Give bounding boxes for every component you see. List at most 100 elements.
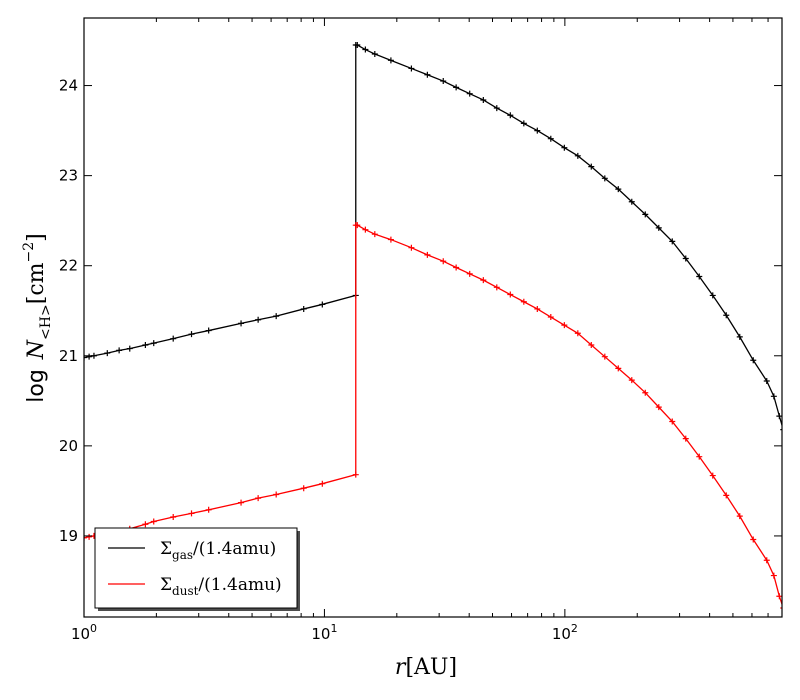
legend-dust-label: Σdust/(1.4amu) <box>160 575 282 598</box>
x-axis-label: r[AU] <box>395 655 457 680</box>
data-point-0-42 <box>682 255 689 262</box>
data-point-1-0 <box>84 534 87 541</box>
y-tick-label-4: 23 <box>59 167 78 185</box>
data-point-0-29 <box>507 112 514 119</box>
data-point-1-31 <box>534 305 541 312</box>
data-point-0-5 <box>126 345 133 352</box>
y-tick-label-2: 21 <box>59 347 78 365</box>
data-point-0-10 <box>205 327 212 334</box>
data-point-1-38 <box>628 377 635 384</box>
data-point-1-21 <box>387 236 394 243</box>
data-point-0-1 <box>86 353 93 360</box>
data-point-0-3 <box>104 350 111 357</box>
x-tick-label-2: 102 <box>552 622 578 643</box>
data-point-1-49 <box>770 572 777 579</box>
data-point-1-37 <box>615 365 622 372</box>
data-point-1-42 <box>682 435 689 442</box>
data-point-0-30 <box>520 120 527 127</box>
data-point-1-39 <box>642 389 649 396</box>
data-point-1-43 <box>696 453 703 460</box>
data-point-0-46 <box>736 333 743 340</box>
y-tick-label-3: 22 <box>59 257 78 275</box>
data-point-0-32 <box>547 135 554 142</box>
data-point-0-38 <box>628 198 635 205</box>
y-tick-label-5: 24 <box>59 77 78 95</box>
data-point-0-21 <box>387 57 394 64</box>
data-point-0-31 <box>534 127 541 134</box>
data-point-0-23 <box>424 71 431 78</box>
data-point-0-15 <box>319 301 326 308</box>
x-tick-label-0: 100 <box>71 622 97 643</box>
data-point-0-22 <box>408 65 415 72</box>
data-point-1-23 <box>424 251 431 258</box>
data-point-0-27 <box>480 96 487 103</box>
data-point-1-46 <box>736 513 743 520</box>
data-point-1-18 <box>354 222 361 229</box>
legend-box <box>94 527 298 609</box>
data-point-1-50 <box>776 593 782 600</box>
data-point-0-7 <box>150 340 157 347</box>
data-point-1-34 <box>574 330 581 337</box>
data-point-0-8 <box>170 335 177 342</box>
legend: Σgas/(1.4amu) Σdust/(1.4amu) <box>94 527 300 611</box>
data-point-0-50 <box>776 413 782 420</box>
data-point-1-30 <box>520 298 527 305</box>
data-point-0-12 <box>255 316 262 323</box>
data-point-0-11 <box>238 320 245 327</box>
data-point-1-19 <box>362 226 369 233</box>
data-point-0-39 <box>642 211 649 218</box>
data-point-0-52 <box>785 437 791 443</box>
data-point-1-7 <box>150 518 157 525</box>
data-point-1-47 <box>750 536 757 543</box>
data-point-0-48 <box>763 378 770 385</box>
data-point-0-4 <box>116 347 123 354</box>
data-point-1-6 <box>142 521 149 528</box>
data-point-1-40 <box>655 404 662 411</box>
data-point-1-52 <box>785 612 791 618</box>
data-point-1-44 <box>709 472 716 479</box>
series-1 <box>84 222 791 618</box>
y-axis-label: logN<H>[cm−2] <box>21 233 54 402</box>
data-point-1-28 <box>493 284 500 291</box>
series-line-0 <box>84 44 782 428</box>
data-point-1-32 <box>547 314 554 321</box>
data-point-1-35 <box>588 341 595 348</box>
data-point-1-27 <box>480 277 487 284</box>
data-point-0-0 <box>84 354 87 361</box>
y-tick-label-0: 19 <box>59 527 78 545</box>
data-point-0-9 <box>188 331 195 338</box>
data-point-0-24 <box>440 78 447 85</box>
data-point-1-36 <box>601 353 608 360</box>
data-point-1-9 <box>188 510 195 517</box>
data-point-0-35 <box>588 163 595 170</box>
data-point-0-25 <box>453 84 460 91</box>
data-point-0-6 <box>142 341 149 348</box>
data-point-1-11 <box>238 499 245 506</box>
data-point-0-44 <box>709 292 716 299</box>
series-0 <box>84 42 791 443</box>
data-point-0-37 <box>615 186 622 193</box>
data-point-1-29 <box>507 291 514 298</box>
data-point-0-28 <box>493 105 500 112</box>
x-tick-label-1: 101 <box>311 622 337 643</box>
data-point-0-51 <box>780 429 782 431</box>
data-point-0-33 <box>561 144 568 151</box>
data-point-1-14 <box>300 485 307 492</box>
data-point-1-1 <box>86 533 93 540</box>
data-point-1-12 <box>255 495 262 502</box>
data-point-1-51 <box>780 607 782 609</box>
data-point-1-13 <box>273 491 280 498</box>
data-point-1-24 <box>440 258 447 265</box>
data-point-1-10 <box>205 506 212 513</box>
data-point-0-18 <box>354 42 361 49</box>
data-point-0-20 <box>371 51 378 58</box>
data-point-0-36 <box>601 175 608 182</box>
plot-frame <box>83 17 783 618</box>
data-point-0-47 <box>750 357 757 364</box>
data-point-0-43 <box>696 273 703 280</box>
data-point-1-20 <box>371 231 378 238</box>
data-point-1-48 <box>763 557 770 564</box>
data-point-1-26 <box>466 270 473 277</box>
data-point-0-40 <box>655 224 662 231</box>
